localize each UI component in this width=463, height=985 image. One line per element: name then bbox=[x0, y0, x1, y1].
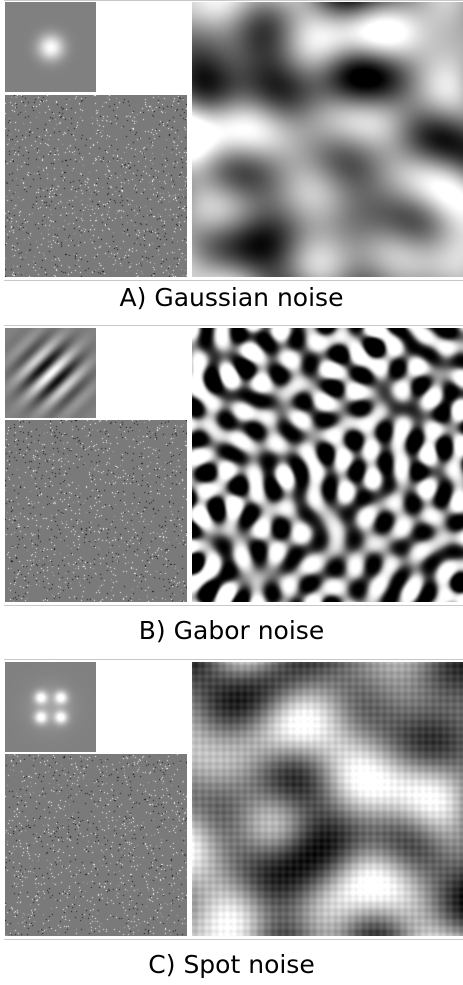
caption-c: C) Spot noise bbox=[148, 950, 315, 979]
impulse-distribution-image bbox=[5, 754, 187, 936]
separator-top bbox=[4, 0, 463, 1]
caption-a: A) Gaussian noise bbox=[119, 283, 344, 312]
impulse-distribution-image bbox=[5, 420, 187, 602]
separator-a bbox=[4, 280, 463, 281]
caption-b: B) Gabor noise bbox=[138, 616, 325, 645]
impulse-distribution-image bbox=[5, 95, 187, 277]
separator-b bbox=[4, 605, 463, 606]
spot-kernel-image bbox=[5, 662, 96, 752]
separator-b-top bbox=[4, 325, 463, 326]
separator-c-top bbox=[4, 659, 463, 660]
gabor-noise-texture bbox=[192, 328, 463, 602]
gabor-kernel-image bbox=[5, 328, 96, 418]
separator-c bbox=[4, 939, 463, 940]
gaussian-kernel-image bbox=[5, 2, 96, 92]
gaussian-noise-texture bbox=[192, 2, 463, 277]
spot-noise-texture bbox=[192, 662, 463, 936]
